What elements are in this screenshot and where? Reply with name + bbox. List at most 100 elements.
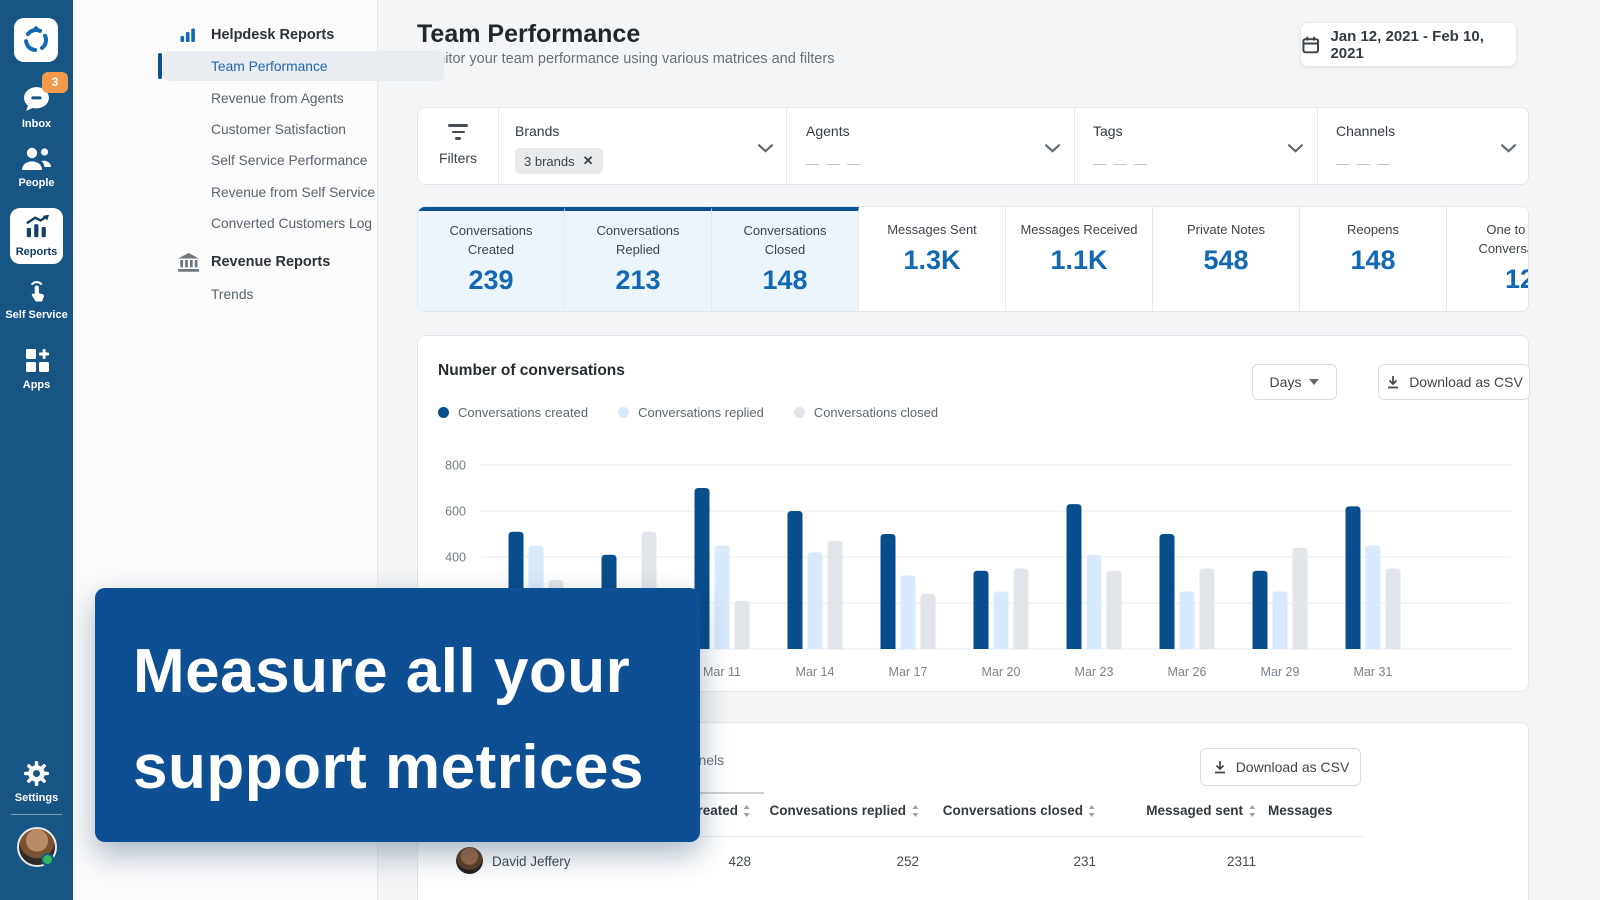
- x-axis-label: Mar 31: [1354, 665, 1393, 679]
- bar: [734, 600, 750, 649]
- y-axis-tick: 400: [445, 551, 466, 565]
- agents-filter-empty-value[interactable]: — — —: [806, 156, 863, 171]
- sidebar-item-converted-customers-log[interactable]: Converted Customers Log: [211, 216, 373, 231]
- download-icon: [1388, 376, 1399, 389]
- remove-chip-icon[interactable]: ✕: [582, 153, 594, 168]
- chevron-down-icon[interactable]: [758, 140, 773, 158]
- tags-filter-empty-value[interactable]: — — —: [1093, 156, 1150, 171]
- caret-down-icon: [1309, 379, 1320, 385]
- column-header-conversations-replied[interactable]: Convesations replied: [769, 803, 919, 818]
- bank-icon: [178, 253, 199, 277]
- legend-dot-closed: [793, 407, 805, 418]
- channels-filter-label: Channels: [1336, 123, 1396, 139]
- promo-line-2: support metrices: [133, 733, 645, 802]
- bar: [714, 545, 730, 649]
- tags-filter-label: Tags: [1093, 123, 1123, 139]
- filters-label: Filters: [438, 149, 478, 166]
- sidebar-item-revenue-from-agents[interactable]: Revenue from Agents: [211, 91, 344, 106]
- x-axis-label: Mar 11: [703, 665, 741, 679]
- rail-divider: [11, 814, 62, 815]
- sidebar-item-apps[interactable]: Apps: [0, 346, 73, 392]
- metric-cards-row: Conversations Created 239 Conversations …: [417, 206, 1529, 312]
- y-axis-tick: 600: [445, 505, 466, 519]
- x-axis-label: Mar 20: [982, 665, 1021, 679]
- sidebar-item-self-service[interactable]: Self Service: [0, 278, 73, 322]
- promo-overlay: Measure all your support metrices: [95, 588, 700, 842]
- table-download-csv-button[interactable]: Download as CSV: [1200, 748, 1361, 786]
- brands-filter-chip[interactable]: 3 brands ✕: [515, 148, 603, 174]
- x-axis-label: Mar 14: [796, 665, 835, 679]
- cell-messaged-sent: 2311: [1226, 854, 1256, 869]
- x-axis-label: Mar 29: [1261, 665, 1300, 679]
- promo-line-1: Measure all your: [133, 637, 631, 706]
- metric-card-private-notes[interactable]: Private Notes 548: [1153, 207, 1300, 311]
- bar: [1385, 568, 1401, 649]
- sidebar-item-revenue-from-self-service[interactable]: Revenue from Self Service: [211, 185, 376, 200]
- bar: [900, 575, 916, 649]
- bar: [1066, 504, 1082, 649]
- chevron-down-icon[interactable]: [1501, 140, 1516, 158]
- chevron-down-icon[interactable]: [1288, 140, 1303, 158]
- metric-card-reopens[interactable]: Reopens 148: [1300, 207, 1447, 311]
- legend-dot-created: [438, 407, 449, 418]
- column-header-conversations-closed[interactable]: Conversations closed: [943, 803, 1096, 818]
- table-header-divider: [441, 836, 1363, 837]
- column-header-messages[interactable]: Messages: [1268, 803, 1333, 818]
- legend-conversations-closed: Conversations closed: [793, 405, 938, 420]
- chevron-down-icon[interactable]: [1045, 140, 1060, 158]
- y-axis-tick: 800: [445, 459, 466, 473]
- column-header-messaged-sent[interactable]: Messaged sent: [1146, 803, 1256, 818]
- download-csv-button[interactable]: Download as CSV: [1378, 364, 1530, 400]
- agents-filter-label: Agents: [806, 123, 850, 139]
- date-range-picker[interactable]: Jan 12, 2021 - Feb 10, 2021: [1300, 22, 1517, 67]
- bar: [973, 570, 989, 649]
- sort-icon: [912, 804, 918, 817]
- chart-title: Number of conversations: [438, 362, 625, 379]
- x-axis-label: Mar 23: [1075, 665, 1114, 679]
- agent-avatar: [456, 847, 483, 874]
- bar: [1179, 591, 1195, 649]
- sidebar-item-customer-satisfaction[interactable]: Customer Satisfaction: [211, 122, 346, 137]
- x-axis-label: Mar 26: [1168, 665, 1207, 679]
- date-range-value: Jan 12, 2021 - Feb 10, 2021: [1330, 27, 1484, 62]
- active-item-indicator: [158, 53, 162, 79]
- section-title-revenue-reports: Revenue Reports: [211, 254, 331, 270]
- app-logo[interactable]: [14, 18, 58, 62]
- sidebar-item-settings[interactable]: Settings: [0, 760, 73, 805]
- metric-card-messages-received[interactable]: Messages Received 1.1K: [1006, 207, 1153, 311]
- metric-card-conversations-closed[interactable]: Conversations Closed 148: [712, 207, 859, 311]
- period-selector-dropdown[interactable]: Days: [1252, 364, 1337, 400]
- brands-filter-label: Brands: [515, 123, 560, 139]
- bar: [1159, 534, 1175, 649]
- apps-grid-icon: [25, 349, 49, 372]
- bar: [1292, 547, 1308, 649]
- sidebar-item-reports-active[interactable]: Reports: [10, 208, 63, 264]
- reports-chart-icon: [25, 214, 49, 238]
- metric-card-conversations-created[interactable]: Conversations Created 239: [418, 207, 565, 311]
- sidebar-item-self-service-performance[interactable]: Self Service Performance: [211, 153, 368, 168]
- channels-filter-empty-value[interactable]: — — —: [1336, 156, 1393, 171]
- metric-card-messages-sent[interactable]: Messages Sent 1.3K: [859, 207, 1006, 311]
- divider: [498, 108, 499, 184]
- calendar-icon: [1302, 36, 1319, 53]
- sidebar-item-team-performance[interactable]: Team Performance: [211, 59, 328, 74]
- filters-toggle[interactable]: Filters: [418, 108, 498, 184]
- sidebar-item-trends[interactable]: Trends: [211, 287, 254, 302]
- legend-dot-replied: [618, 407, 630, 418]
- divider: [786, 108, 787, 184]
- metric-card-conversations-replied[interactable]: Conversations Replied 213: [565, 207, 712, 311]
- legend-conversations-created: Conversations created: [438, 405, 588, 420]
- bar: [880, 534, 896, 649]
- sidebar-item-inbox[interactable]: Inbox: [0, 84, 73, 131]
- bar: [993, 591, 1009, 649]
- section-title-helpdesk-reports: Helpdesk Reports: [211, 27, 335, 43]
- cell-conversations-created: 428: [728, 854, 751, 869]
- sidebar-item-people[interactable]: People: [0, 146, 73, 190]
- metric-card-one-to-one-conversations[interactable]: One to One Conversations 12: [1447, 207, 1528, 311]
- page-title: Team Performance: [417, 20, 641, 48]
- inbox-unread-badge: 3: [42, 72, 68, 93]
- cell-conversations-replied: 252: [896, 854, 919, 869]
- people-icon: [22, 147, 51, 170]
- filters-bar: Filters Brands 3 brands ✕ Agents — — — T…: [417, 107, 1529, 185]
